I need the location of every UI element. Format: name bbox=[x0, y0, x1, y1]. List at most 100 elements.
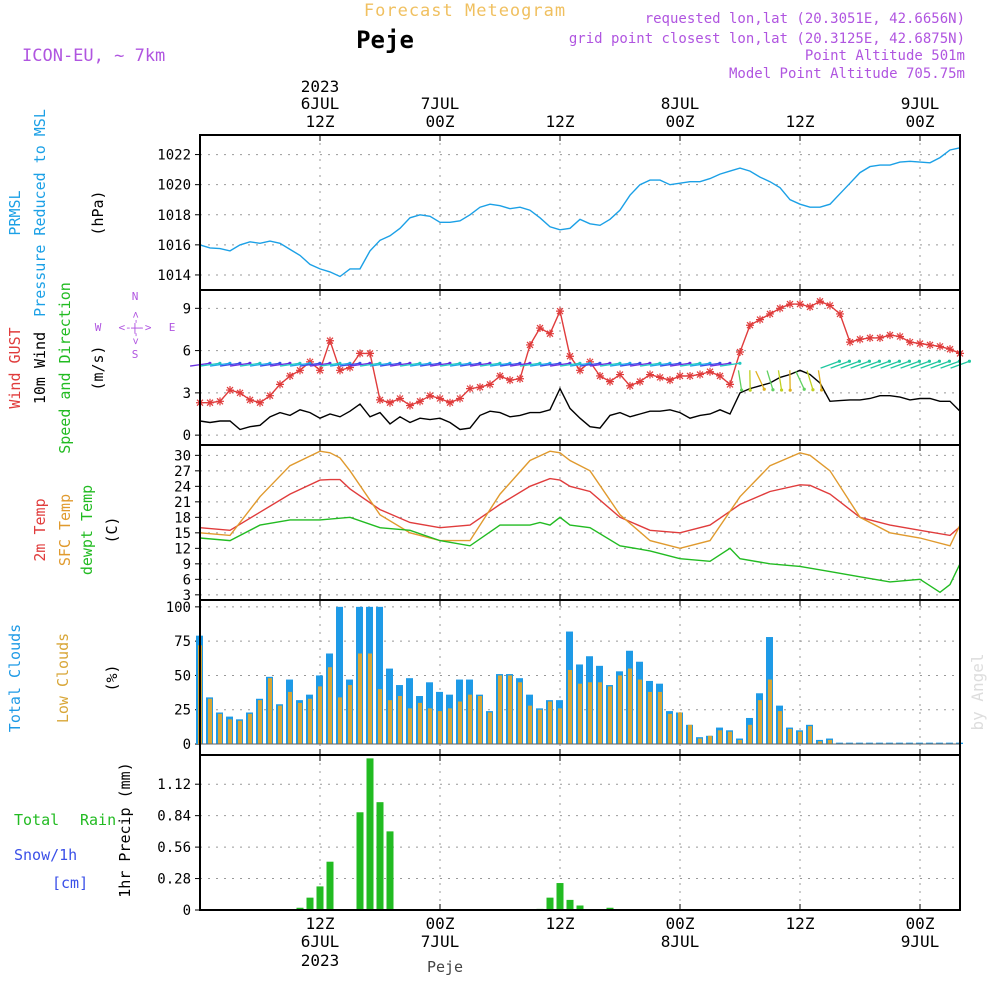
gust-marker bbox=[256, 398, 264, 407]
y-tick-label: 1016 bbox=[157, 238, 191, 254]
low-cloud-bar bbox=[388, 700, 392, 745]
total-cloud-bar bbox=[876, 742, 883, 745]
top-hour-label: 00Z bbox=[666, 112, 695, 131]
compass-horizontal: <-|-> bbox=[118, 321, 151, 334]
panel-precip: 0 0.28 0.56 0.84 1.12 bbox=[157, 754, 961, 919]
wind-direction-arrow bbox=[650, 362, 670, 367]
gust-marker bbox=[576, 366, 584, 375]
wind-direction-arrow-head bbox=[837, 359, 841, 363]
panel-clouds: 0 25 50 75 100 bbox=[166, 599, 963, 756]
gust-marker bbox=[666, 376, 674, 385]
low-cloud-bar bbox=[288, 691, 292, 745]
gust-marker bbox=[836, 309, 844, 318]
low-cloud-bar bbox=[548, 701, 552, 745]
y-tick-label: 3 bbox=[183, 588, 191, 604]
total-cloud-bar bbox=[946, 742, 953, 745]
low-cloud-bar bbox=[798, 731, 802, 745]
top-hour-label: 00Z bbox=[426, 112, 455, 131]
low-cloud-bar bbox=[478, 696, 482, 745]
gust-marker bbox=[646, 370, 654, 379]
low-cloud-bar bbox=[458, 701, 462, 745]
y-tick-label: 9 bbox=[183, 557, 191, 573]
low-cloud-bar bbox=[628, 668, 632, 745]
wind-direction-arrow bbox=[420, 362, 440, 367]
low-cloud-bar bbox=[718, 730, 722, 745]
low-cloud-bar bbox=[438, 711, 442, 745]
low-cloud-bar bbox=[658, 691, 662, 745]
wind-direction-arrow-head bbox=[877, 359, 881, 363]
wind-direction-arrow bbox=[860, 360, 880, 369]
total-cloud-bar bbox=[376, 606, 383, 745]
wind-direction-arrow-head bbox=[771, 388, 775, 392]
wind-direction-arrow bbox=[430, 362, 450, 367]
precip-snow-unit: [cm] bbox=[52, 874, 88, 892]
clouds-low-label: Low Clouds bbox=[54, 633, 72, 723]
low-cloud-bar bbox=[758, 700, 762, 745]
wind-direction-arrow bbox=[900, 360, 920, 369]
low-cloud-bar bbox=[738, 739, 742, 745]
low-cloud-bar bbox=[408, 708, 412, 745]
y-tick-label: 75 bbox=[174, 634, 191, 650]
top-date-label: 8JUL bbox=[661, 94, 700, 113]
gust-marker bbox=[876, 333, 884, 342]
low-cloud-bar bbox=[218, 713, 222, 745]
gust-marker bbox=[206, 398, 214, 407]
low-cloud-bar bbox=[748, 724, 752, 745]
gust-marker bbox=[556, 307, 564, 316]
low-cloud-bar bbox=[668, 713, 672, 745]
temp-sfc-label: SFC Temp bbox=[56, 494, 74, 566]
low-cloud-bar bbox=[518, 682, 522, 745]
total-cloud-bar bbox=[896, 742, 903, 745]
wind-direction-arrow bbox=[350, 362, 370, 367]
wind-direction-arrow bbox=[500, 362, 520, 367]
gust-marker bbox=[616, 370, 624, 379]
low-cloud-bar bbox=[398, 696, 402, 745]
gust-marker bbox=[596, 371, 604, 380]
gust-marker bbox=[276, 380, 284, 389]
requested-coords: requested lon,lat (20.3051E, 42.6656N) bbox=[645, 11, 965, 27]
precip-bar bbox=[566, 899, 574, 910]
gust-marker bbox=[906, 338, 914, 347]
low-cloud-bar bbox=[588, 682, 592, 745]
total-cloud-bar bbox=[926, 742, 933, 745]
wind-direction-arrow bbox=[520, 362, 540, 367]
low-cloud-bar bbox=[228, 719, 232, 745]
wind-direction-arrow bbox=[230, 362, 250, 367]
low-cloud-bar bbox=[358, 653, 362, 745]
wind-direction-arrow-head bbox=[907, 359, 911, 363]
wind-direction-arrow bbox=[360, 362, 380, 367]
low-cloud-bar bbox=[528, 705, 532, 745]
top-date-label: 9JUL bbox=[901, 94, 940, 113]
wind-direction-arrow-head bbox=[779, 388, 784, 392]
wind-direction-arrow bbox=[240, 362, 260, 367]
temp-2m-label: 2m Temp bbox=[31, 498, 49, 561]
wind-direction-arrow-head bbox=[897, 359, 901, 363]
precip-rain-label: Rain bbox=[80, 811, 116, 829]
wind-direction-arrow bbox=[660, 362, 680, 367]
low-cloud-bar bbox=[348, 685, 352, 745]
y-tick-label: 25 bbox=[174, 703, 191, 719]
wind-direction-arrow-head bbox=[947, 359, 951, 363]
wind-direction-arrow bbox=[640, 362, 660, 367]
pressure-label-short: PRMSL bbox=[6, 190, 24, 235]
gust-marker bbox=[226, 386, 234, 395]
y-tick-label: 50 bbox=[174, 668, 191, 684]
y-tick-label: 27 bbox=[174, 464, 191, 480]
gust-marker bbox=[606, 377, 614, 386]
wind-direction-arrow bbox=[210, 362, 230, 367]
wind-direction-arrow bbox=[440, 362, 460, 367]
bottom-hour-label: 12Z bbox=[546, 914, 575, 933]
gust-marker bbox=[406, 401, 414, 410]
y-tick-label: 0 bbox=[183, 737, 191, 753]
y-tick-label: 18 bbox=[174, 510, 191, 526]
wind-direction-arrow bbox=[480, 362, 500, 367]
top-date-label: 7JUL bbox=[421, 94, 460, 113]
top-date-label: 6JUL bbox=[301, 94, 340, 113]
total-cloud-bar bbox=[886, 742, 893, 745]
series-line bbox=[200, 300, 961, 407]
suptitle: Forecast Meteogram bbox=[364, 1, 566, 21]
wind-direction-arrow bbox=[470, 362, 490, 367]
low-cloud-bar bbox=[418, 702, 422, 745]
